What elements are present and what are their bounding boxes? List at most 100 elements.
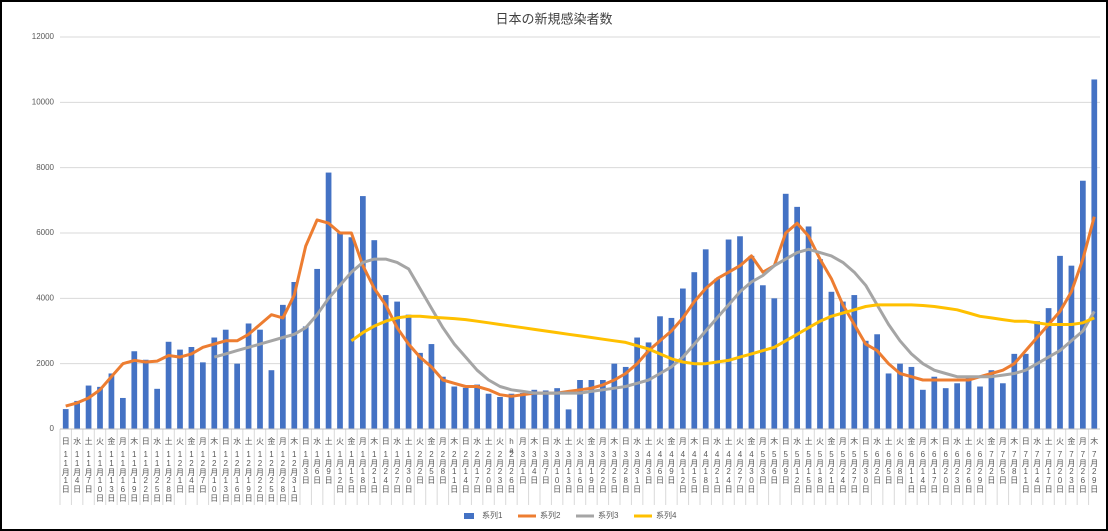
- x-tick-label: 5月21日: [827, 450, 836, 494]
- bar: [508, 393, 515, 429]
- x-weekday-label: 土: [724, 436, 733, 445]
- bar: [988, 370, 995, 429]
- bar: [371, 240, 378, 429]
- bar: [885, 373, 892, 429]
- x-tick-label: 4月6日: [656, 450, 665, 485]
- x-tick-label: 4月15日: [690, 450, 699, 494]
- x-weekday-label: 木: [1090, 436, 1099, 446]
- x-tick-label: 12月13日: [221, 450, 230, 503]
- x-tick-label: 11月7日: [84, 450, 93, 494]
- x-tick-label: 6月20日: [941, 450, 950, 494]
- x-tick-label: 7月14日: [1033, 450, 1042, 494]
- bar: [1057, 255, 1063, 429]
- bar: [817, 259, 823, 429]
- x-tick-label: 3月10日: [553, 450, 562, 494]
- x-tick-label: 3月22日: [598, 450, 607, 494]
- bar: [1068, 265, 1075, 429]
- x-weekday-label: 水: [873, 436, 882, 445]
- line: [350, 303, 1095, 366]
- x-weekday-label: 木: [610, 436, 619, 446]
- x-tick-label: 7月20日: [1056, 450, 1065, 494]
- x-tick-label: 6月17日: [930, 450, 939, 494]
- bar: [165, 341, 172, 429]
- bar: [177, 349, 183, 429]
- x-weekday-label: 金: [907, 436, 916, 445]
- x-tick-label: 2月20日: [484, 450, 493, 494]
- x-tick-label: 5月6日: [770, 450, 779, 485]
- x-weekday-label: 日: [701, 437, 710, 446]
- x-weekday-label: 火: [96, 437, 105, 445]
- x-tick-label: 5月9日: [781, 450, 790, 485]
- x-weekday-label: 水: [553, 436, 562, 445]
- x-tick-label: 3月7日: [541, 450, 550, 485]
- x-tick-label: 12月22日: [256, 450, 265, 503]
- bar: [97, 386, 103, 429]
- x-tick-label: 3月13日: [564, 450, 573, 494]
- bar: [840, 301, 846, 429]
- x-weekday-label: 日: [621, 437, 630, 446]
- x-weekday-label: 火: [656, 437, 665, 445]
- bar: [462, 387, 469, 429]
- x-weekday-label: 日: [781, 437, 790, 446]
- x-weekday-label: 火: [336, 437, 345, 445]
- x-weekday-label: ha: [507, 437, 516, 455]
- x-weekday-label: 日: [541, 437, 550, 446]
- legend-label: 系列1: [482, 510, 503, 520]
- x-tick-label: 4月3日: [644, 450, 653, 485]
- x-tick-label: 12月16日: [233, 450, 242, 503]
- x-tick-label: 2月26日: [507, 450, 516, 494]
- x-tick-label: 12月4日: [187, 450, 196, 494]
- bar: [245, 323, 252, 429]
- bar: [348, 237, 355, 429]
- x-tick-label: 6月11日: [907, 450, 916, 494]
- x-weekday-label: 水: [713, 436, 722, 445]
- x-tick-label: 5月12日: [793, 450, 802, 494]
- bar: [691, 272, 698, 429]
- x-weekday-label: 金: [187, 436, 196, 445]
- x-weekday-label: 水: [313, 436, 322, 445]
- x-weekday-label: 日: [1021, 437, 1030, 446]
- x-weekday-label: 金: [1067, 436, 1076, 445]
- bar: [474, 384, 480, 429]
- bar: [702, 249, 709, 429]
- chart-title: 日本の新規感染者数: [495, 11, 612, 26]
- x-tick-label: 2月8日: [438, 450, 447, 485]
- x-weekday-label: 日: [301, 437, 310, 446]
- bar: [314, 268, 320, 429]
- x-tick-label: 7月11日: [1021, 450, 1030, 494]
- x-weekday-label: 月: [678, 437, 687, 446]
- bar: [908, 366, 915, 429]
- bar: [1011, 353, 1018, 429]
- bar: [942, 388, 949, 429]
- bar: [668, 317, 675, 429]
- x-tick-label: 1月21日: [370, 450, 379, 494]
- legend-label: 系列2: [540, 510, 561, 520]
- bar: [200, 362, 206, 429]
- x-weekday-label: 木: [530, 436, 539, 446]
- x-weekday-label: 木: [210, 436, 219, 446]
- y-tick-label: 6000: [36, 228, 54, 237]
- bar: [1091, 79, 1098, 429]
- x-weekday-label: 日: [381, 437, 390, 446]
- x-weekday-label: 金: [747, 436, 756, 445]
- x-weekday-label: 木: [1010, 436, 1019, 446]
- x-tick-label: 6月26日: [964, 450, 973, 494]
- x-tick-label: 1月12日: [336, 450, 345, 494]
- bar: [337, 233, 343, 429]
- x-weekday-label: 土: [84, 436, 93, 445]
- x-tick-label: 1月24日: [381, 450, 390, 494]
- x-weekday-label: 木: [770, 436, 779, 446]
- bar: [611, 363, 618, 429]
- bar: [760, 285, 766, 429]
- x-tick-label: 4月24日: [724, 450, 733, 494]
- x-tick-label: 11月16日: [118, 450, 127, 503]
- x-weekday-label: 月: [358, 437, 367, 446]
- x-tick-label: 5月18日: [816, 450, 825, 494]
- bar: [302, 326, 309, 429]
- x-tick-label: 11月19日: [130, 450, 139, 503]
- bar: [520, 393, 526, 429]
- x-weekday-label: 水: [73, 436, 82, 445]
- x-tick-label: 12月7日: [198, 450, 207, 494]
- bar: [1080, 180, 1086, 429]
